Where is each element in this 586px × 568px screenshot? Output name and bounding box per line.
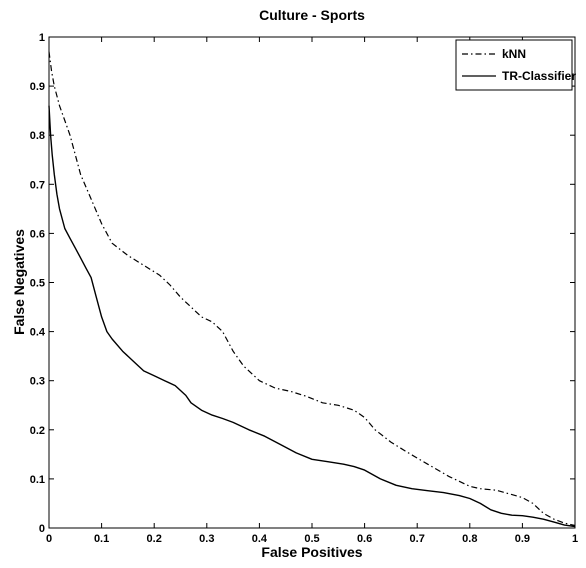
x-tick-label: 0.7	[410, 533, 425, 545]
x-tick-label: 0.9	[515, 533, 530, 545]
y-tick-label: 0.4	[30, 327, 46, 339]
x-tick-label: 0.1	[94, 533, 109, 545]
x-tick-label: 0.3	[199, 533, 214, 545]
series-line-knn	[48, 51, 576, 527]
y-tick-label: 0.8	[30, 130, 45, 142]
y-tick-label: 1	[39, 32, 45, 44]
x-tick-label: 1	[572, 533, 578, 545]
y-tick-label: 0.5	[30, 278, 45, 290]
legend: kNN TR-Classifier	[455, 39, 576, 91]
x-tick-label: 0.6	[357, 533, 372, 545]
x-tick-label: 0.5	[304, 533, 319, 545]
y-tick-label: 0.7	[30, 179, 45, 191]
y-tick-label: 0.1	[30, 474, 45, 486]
y-tick-label: 0.9	[30, 81, 45, 93]
legend-tr-label: TR-Classifier	[502, 69, 576, 83]
legend-knn-label: kNN	[502, 47, 526, 61]
x-tick-label: 0	[46, 533, 52, 545]
legend-box	[455, 39, 573, 91]
x-axis-label: False Positives	[261, 544, 362, 560]
series-line-tr-classifier	[48, 105, 576, 528]
series-layer	[48, 51, 576, 528]
y-tick-label: 0	[39, 523, 45, 535]
y-tick-label: 0.3	[30, 376, 45, 388]
y-axis-label: False Negatives	[11, 229, 27, 335]
plot-area-frame	[48, 36, 576, 529]
y-axis: 0 0.1 0.2 0.3 0.4 0.5 0.6 0.7 0.8 0.9 1	[30, 32, 575, 535]
x-tick-label: 0.2	[147, 533, 162, 545]
y-tick-label: 0.2	[30, 425, 45, 437]
x-tick-label: 0.8	[462, 533, 477, 545]
x-tick-label: 0.4	[252, 533, 268, 545]
x-axis: 0 0.1 0.2 0.3 0.4 0.5 0.6 0.7 0.8 0.9 1	[46, 37, 578, 545]
y-tick-label: 0.6	[30, 228, 45, 240]
chart-title: Culture - Sports	[259, 7, 365, 23]
